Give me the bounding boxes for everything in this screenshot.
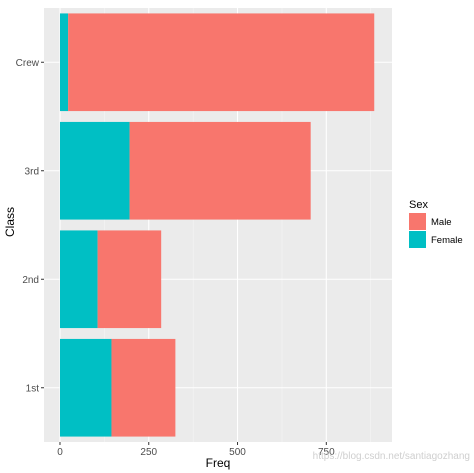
y-tick-label: 2nd (22, 275, 39, 286)
x-tick-label: 500 (229, 447, 246, 458)
bar-female-1st (59, 338, 112, 437)
y-tick-label: 3rd (25, 166, 39, 177)
legend: Sex Male Female (409, 199, 463, 248)
bar-male-3rd (129, 121, 311, 220)
bars (59, 13, 375, 437)
bar-female-2nd (59, 230, 98, 329)
y-axis-title: Class (3, 207, 17, 237)
legend-label-male: Male (431, 217, 452, 228)
bar-male-2nd (97, 230, 162, 329)
legend-label-female: Female (431, 235, 463, 246)
x-tick-label: 750 (318, 447, 335, 458)
x-axis: 0 250 500 750 (57, 442, 335, 458)
bar-female-3rd (59, 121, 130, 220)
y-axis: 1st 2nd 3rd Crew (16, 58, 44, 394)
watermark-text: https://blog.csdn.net/santiagozhang (313, 451, 470, 462)
x-axis-title: Freq (206, 456, 231, 470)
y-tick-label: Crew (16, 58, 40, 69)
legend-key-female (409, 231, 426, 248)
x-tick-label: 250 (140, 447, 157, 458)
bar-female-crew (59, 13, 69, 112)
bar-male-1st (111, 338, 176, 437)
x-tick-label: 0 (57, 447, 63, 458)
legend-title: Sex (409, 199, 428, 211)
legend-key-male (409, 213, 426, 230)
bar-male-crew (68, 13, 375, 112)
y-tick-label: 1st (26, 383, 40, 394)
